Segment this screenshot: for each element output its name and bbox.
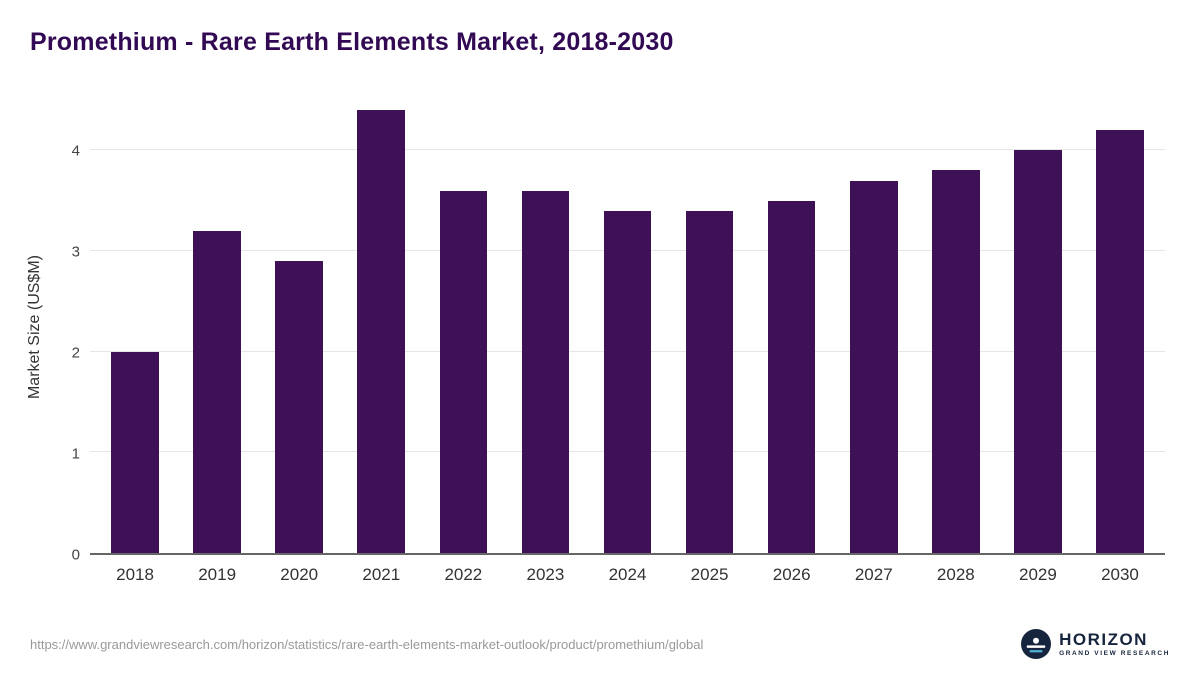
bar-slot [258,100,340,553]
x-tick-2030: 2030 [1101,565,1139,584]
chart: Market Size (US$M) 0 1 2 3 4 2018 2019 2020 202… [20,100,1165,595]
x-tick-2028: 2028 [936,565,975,584]
bar-slot [340,100,422,553]
bar-2021 [357,110,406,553]
x-tick-2022: 2022 [444,565,483,584]
x-tick-2025: 2025 [690,565,729,584]
bar-slot [586,100,668,553]
bar-slot [422,100,504,553]
bar-slot [915,100,997,553]
bar-2026 [767,200,816,553]
x-tick-2027: 2027 [854,565,893,584]
bar-slot [833,100,915,553]
bar-slot [504,100,586,553]
y-tick-2: 2 [71,344,80,362]
y-tick-0: 0 [71,546,80,564]
bar-slot [94,100,176,553]
bar-2030 [1096,130,1144,553]
y-axis-ticks: 0 1 2 3 4 [50,100,90,563]
plot-column: 2018 2019 2020 2021 2022 2023 2024 2025 2026 2027… [90,100,1165,595]
bar-2022 [439,190,488,553]
bar-2027 [849,180,898,553]
x-tick-2026: 2026 [772,565,811,584]
bar-slot [997,100,1079,553]
bar-2023 [521,190,570,553]
bar-2024 [603,210,652,553]
horizon-logo-icon [1021,629,1052,659]
bar-2028 [932,170,980,553]
x-tick-2021: 2021 [362,565,401,584]
y-tick-1: 1 [71,445,80,463]
bar-slot [1079,100,1161,553]
y-tick-3: 3 [71,243,80,261]
logo: HORIZON GRAND VIEW RESEARCH [1021,629,1170,659]
bars [90,100,1165,553]
logo-name: HORIZON [1059,629,1148,649]
x-axis-labels: 2018 2019 2020 2021 2022 2023 2024 2025 2026 2027… [90,565,1165,585]
x-tick-2019: 2019 [198,565,237,584]
logo-text: HORIZON GRAND VIEW RESEARCH [1059,631,1170,658]
y-axis-label-column: Market Size (US$M) [20,100,50,555]
chart-title: Promethium - Rare Earth Elements Market,… [30,28,674,56]
bar-2019 [193,230,241,553]
x-tick-2023: 2023 [526,565,565,584]
bar-2029 [1014,150,1062,553]
y-axis-label: Market Size (US$M) [26,255,43,400]
bar-2020 [275,261,323,553]
gridline-4 [90,149,1165,151]
x-tick-2029: 2029 [1018,565,1057,584]
bar-slot [669,100,751,553]
x-tick-2020: 2020 [280,565,319,584]
source-url: https://www.grandviewresearch.com/horizo… [30,636,704,652]
bar-2025 [685,210,734,553]
footer: https://www.grandviewresearch.com/horizo… [30,629,1170,659]
plot-area [90,100,1165,555]
bar-slot [751,100,833,553]
x-tick-2018: 2018 [116,565,154,584]
logo-subtitle: GRAND VIEW RESEARCH [1059,649,1170,657]
y-tick-4: 4 [71,142,80,160]
bar-2018 [111,351,159,553]
x-tick-2024: 2024 [608,565,647,584]
bar-slot [176,100,258,553]
